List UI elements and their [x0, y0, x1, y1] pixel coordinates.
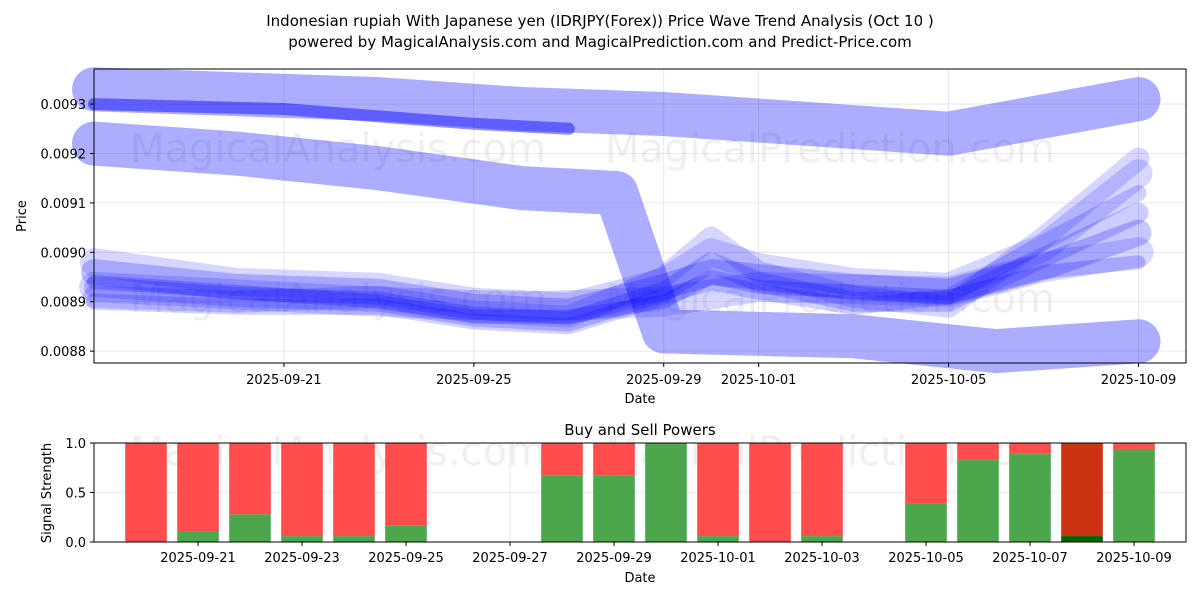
price-x-tick-label: 2025-09-29: [626, 373, 702, 388]
buy-power-bar: [697, 536, 739, 542]
sell-power-bar: [125, 443, 167, 542]
price-y-tick-label: 0.0091: [41, 197, 87, 212]
power-x-tick-label: 2025-09-27: [472, 551, 548, 566]
buy-power-bar: [957, 459, 999, 542]
power-y-ticks: 0.0 0.5 1.0: [65, 437, 94, 551]
price-y-tick-label: 0.0092: [41, 147, 87, 162]
price-series-lower-band: [79, 237, 1154, 322]
buy-power-bar: [1113, 448, 1155, 542]
sell-power-bar: [749, 443, 791, 542]
price-x-tick-label: 2025-09-21: [246, 373, 322, 388]
price-series-upper-wave: [72, 67, 1161, 156]
buy-power-bar: [801, 536, 843, 542]
price-x-ticks: 2025-09-21 2025-09-25 2025-09-29 2025-10-01…: [246, 363, 1176, 388]
power-x-tick-label: 2025-09-25: [368, 551, 444, 566]
chart-title-line2: powered by MagicalAnalysis.com and Magic…: [288, 33, 912, 51]
sell-power-bar: [1061, 443, 1103, 537]
power-y-tick-label: 0.5: [65, 487, 86, 502]
power-x-tick-label: 2025-09-21: [160, 551, 236, 566]
power-x-ticks: 2025-09-21 2025-09-23 2025-09-25 2025-09-27…: [160, 542, 1172, 566]
power-x-tick-label: 2025-09-23: [264, 551, 340, 566]
sell-power-bar: [229, 443, 271, 515]
sell-power-bar: [333, 443, 375, 537]
price-watermark-left-lower: MagicalAnalysis.com: [130, 276, 546, 322]
price-watermark-right-lower: MagicalPrediction.com: [605, 276, 1055, 322]
power-x-axis-label: Date: [624, 571, 655, 586]
buy-power-bar: [281, 536, 323, 542]
price-series-thin-upper: [88, 98, 575, 135]
buy-power-bar: [1061, 536, 1103, 542]
price-plot: MagicalAnalysis.com MagicalPrediction.co…: [15, 67, 1187, 407]
power-y-axis-label: Signal Strength: [40, 443, 55, 543]
buy-power-bar: [593, 475, 635, 542]
power-x-tick-label: 2025-10-09: [1096, 551, 1172, 566]
power-x-tick-label: 2025-10-03: [784, 551, 860, 566]
power-y-tick-label: 0.0: [65, 536, 86, 551]
buy-power-bar: [385, 525, 427, 542]
buy-power-bar: [1009, 453, 1051, 542]
power-plot-frame: [94, 443, 1186, 542]
power-chart-title: Buy and Sell Powers: [564, 421, 716, 439]
price-y-tick-label: 0.0090: [41, 246, 87, 261]
sell-power-bar: [1113, 443, 1155, 449]
buy-power-bar: [177, 531, 219, 542]
price-series-cluster-5: [83, 147, 1150, 328]
chart-title-line1: Indonesian rupiah With Japanese yen (IDR…: [266, 12, 934, 30]
price-series-cluster-1: [81, 219, 1152, 325]
buy-power-bar: [229, 514, 271, 542]
price-y-axis-label: Price: [15, 200, 30, 232]
power-y-tick-label: 1.0: [65, 437, 86, 452]
power-bars-layer: [125, 443, 1155, 542]
buy-power-bar: [333, 536, 375, 542]
buy-power-bar: [905, 503, 947, 542]
power-plot: Buy and Sell Powers MagicalAnalysis.com …: [40, 421, 1187, 586]
sell-power-bar: [905, 443, 947, 504]
price-series-cluster-3: [86, 185, 1147, 335]
sell-power-bar: [957, 443, 999, 460]
sell-power-bar: [385, 443, 427, 526]
power-x-tick-label: 2025-10-05: [888, 551, 964, 566]
price-x-tick-label: 2025-10-09: [1101, 373, 1177, 388]
sell-power-bar: [177, 443, 219, 532]
price-series-layer: [72, 67, 1161, 374]
price-watermark-right: MagicalPrediction.com: [605, 126, 1055, 172]
price-plot-border: [93, 68, 1187, 364]
sell-power-bar: [541, 443, 583, 476]
power-x-tick-label: 2025-10-07: [992, 551, 1068, 566]
price-plot-frame: [94, 69, 1186, 363]
price-series-cluster-2: [84, 202, 1149, 332]
power-x-tick-label: 2025-09-29: [576, 551, 652, 566]
buy-power-bar: [541, 475, 583, 542]
price-y-tick-label: 0.0088: [41, 345, 87, 360]
price-y-ticks: 0.0088 0.0089 0.0090 0.0091 0.0092 0.0093: [41, 98, 94, 360]
price-series-cluster-4: [80, 159, 1153, 321]
sell-power-bar: [281, 443, 323, 537]
price-series-falling-wave: [72, 121, 1161, 374]
sell-power-bar: [1009, 443, 1051, 454]
price-watermark-left: MagicalAnalysis.com: [130, 126, 546, 172]
price-y-tick-label: 0.0093: [41, 98, 87, 113]
buy-power-bar: [645, 443, 687, 542]
price-x-tick-label: 2025-10-01: [721, 373, 797, 388]
price-y-tick-label: 0.0089: [41, 296, 87, 311]
power-x-tick-label: 2025-10-01: [680, 551, 756, 566]
sell-power-bar: [593, 443, 635, 476]
price-x-axis-label: Date: [624, 392, 655, 407]
price-x-tick-label: 2025-09-25: [436, 373, 512, 388]
sell-power-bar: [801, 443, 843, 537]
price-grid: [94, 69, 1186, 363]
price-x-tick-label: 2025-10-05: [911, 373, 987, 388]
sell-power-bar: [697, 443, 739, 537]
price-series-cluster-6: [87, 255, 1146, 324]
